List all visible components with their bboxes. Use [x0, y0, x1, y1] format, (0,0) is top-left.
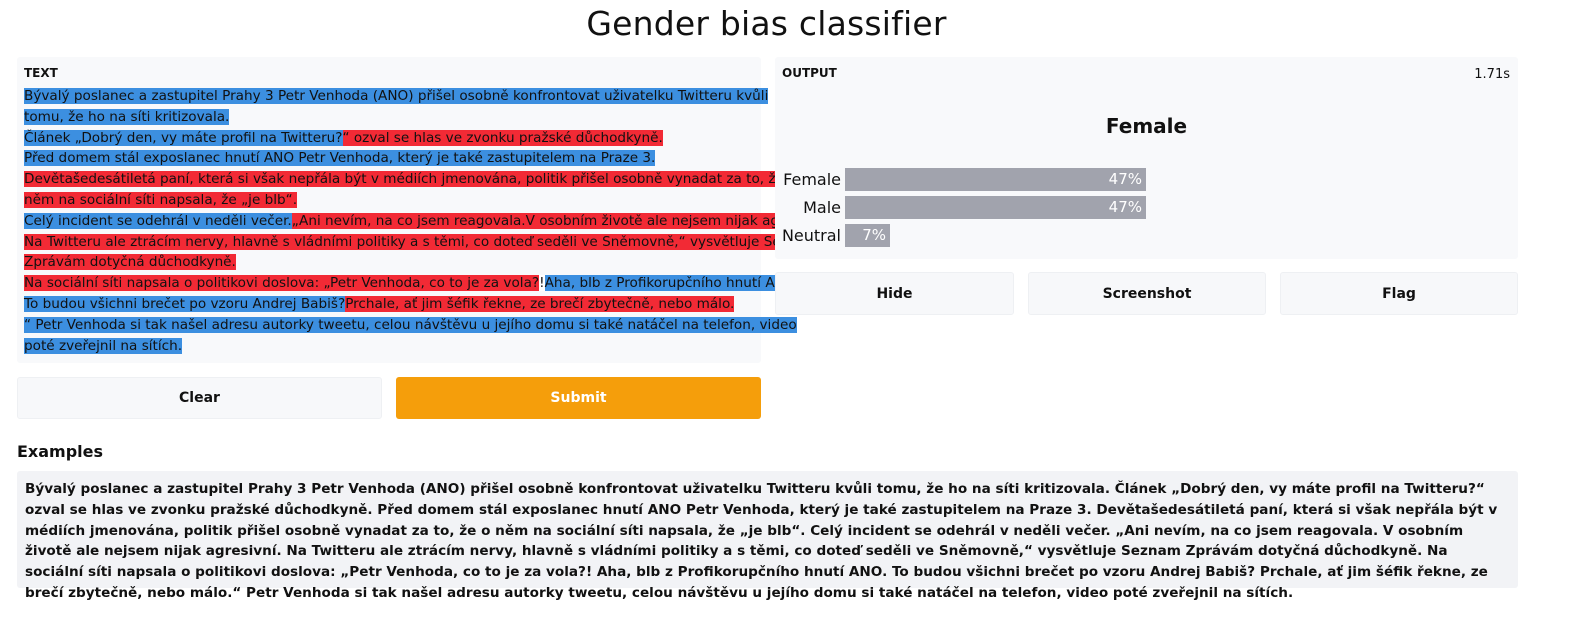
clear-button[interactable]: Clear: [17, 377, 382, 419]
text-line: Na Twitteru ale ztrácím nervy, hlavně s …: [24, 232, 819, 253]
highlight-segment-blue: Celý incident se odehrál v neděli večer.: [24, 212, 292, 229]
text-input-panel: TEXT Bývalý poslanec a zastupitel Prahy …: [17, 57, 829, 363]
confidence-bar: 47%: [845, 168, 1146, 191]
text-line: něm na sociální síti napsala, že „je blb…: [24, 190, 754, 211]
highlight-segment-red: Na Twitteru ale ztrácím nervy, hlavně s …: [24, 233, 819, 250]
confidence-bar: 47%: [845, 196, 1146, 219]
text-line: Na sociální síti napsala o politikovi do…: [24, 273, 800, 294]
example-item[interactable]: Bývalý poslanec a zastupitel Prahy 3 Pet…: [17, 471, 1518, 601]
text-line: Devětašedesátiletá paní, která si však n…: [24, 169, 797, 190]
text-line: tomu, že ho na síti kritizovala.: [24, 107, 754, 128]
output-panel: OUTPUT 1.71s Female Female 47% Male 47% Neut…: [775, 57, 1518, 259]
highlight-segment-white: !: [539, 275, 545, 292]
confidence-row: Neutral 7%: [775, 224, 1518, 247]
highlight-segment-blue: Článek „Dobrý den, vy máte profil na Twi…: [24, 129, 343, 146]
predicted-label: Female: [1105, 114, 1188, 138]
output-label: OUTPUT: [782, 66, 837, 80]
confidence-row: Male 47%: [775, 196, 1518, 219]
highlight-segment-blue: “ Petr Venhoda si tak našel adresu autor…: [24, 316, 797, 333]
confidence-label: Male: [803, 198, 841, 217]
highlight-segment-blue: Bývalý poslanec a zastupitel Prahy 3 Pet…: [24, 88, 769, 104]
text-line: Zprávám dotyčná důchodkyně.: [24, 252, 754, 273]
flag-button[interactable]: Flag: [1280, 272, 1518, 315]
highlight-segment-blue: poté zveřejnil na sítích.: [24, 337, 183, 354]
confidence-row: Female 47%: [775, 168, 1518, 191]
hide-button[interactable]: Hide: [775, 272, 1014, 315]
highlight-segment-red: něm na sociální síti napsala, že „je blb…: [24, 191, 298, 208]
inference-time: 1.71s: [1474, 67, 1510, 82]
text-line: “ Petr Venhoda si tak našel adresu autor…: [24, 315, 797, 336]
text-line: Bývalý poslanec a zastupitel Prahy 3 Pet…: [24, 86, 769, 107]
highlight-segment-red: “ ozval se hlas ve zvonku pražské důchod…: [342, 129, 663, 146]
highlight-segment-red: Na sociální síti napsala o politikovi do…: [24, 275, 540, 292]
highlighted-text[interactable]: Bývalý poslanec a zastupitel Prahy 3 Pet…: [24, 86, 829, 357]
highlight-segment-red: Zprávám dotyčná důchodkyně.: [24, 254, 236, 271]
screenshot-button[interactable]: Screenshot: [1028, 272, 1266, 315]
text-line: Článek „Dobrý den, vy máte profil na Twi…: [24, 128, 754, 149]
text-line: Celý incident se odehrál v neděli večer.…: [24, 211, 829, 232]
page-title: Gender bias classifier: [586, 4, 947, 43]
text-line: poté zveřejnil na sítích.: [24, 336, 754, 357]
examples-heading: Examples: [17, 442, 104, 461]
text-line: Před domem stál exposlanec hnutí ANO Pet…: [24, 148, 754, 169]
confidence-value: 47%: [1108, 170, 1142, 188]
text-line: To budou všichni brečet po vzoru Andrej …: [24, 294, 754, 315]
confidence-value: 7%: [862, 226, 886, 244]
highlight-segment-blue: To budou všichni brečet po vzoru Andrej …: [24, 295, 346, 312]
submit-button[interactable]: Submit: [396, 377, 761, 419]
highlight-segment-red: Devětašedesátiletá paní, která si však n…: [24, 171, 797, 188]
highlight-segment-blue: tomu, že ho na síti kritizovala.: [24, 108, 230, 125]
text-label: TEXT: [24, 66, 58, 80]
confidence-label: Female: [783, 170, 841, 189]
highlight-segment-red: Prchale, ať jim šéfik řekne, ze brečí zb…: [345, 295, 735, 312]
confidence-label: Neutral: [781, 226, 841, 245]
highlight-segment-blue: Před domem stál exposlanec hnutí ANO Pet…: [24, 150, 656, 167]
highlight-segment-red: „Ani nevím, na co jsem reagovala.V osobn…: [291, 212, 829, 229]
highlight-segment-blue: Aha, blb z Profikorupčního hnutí ANO.: [544, 275, 800, 292]
confidence-value: 47%: [1108, 198, 1142, 216]
confidence-bar: 7%: [845, 224, 890, 247]
